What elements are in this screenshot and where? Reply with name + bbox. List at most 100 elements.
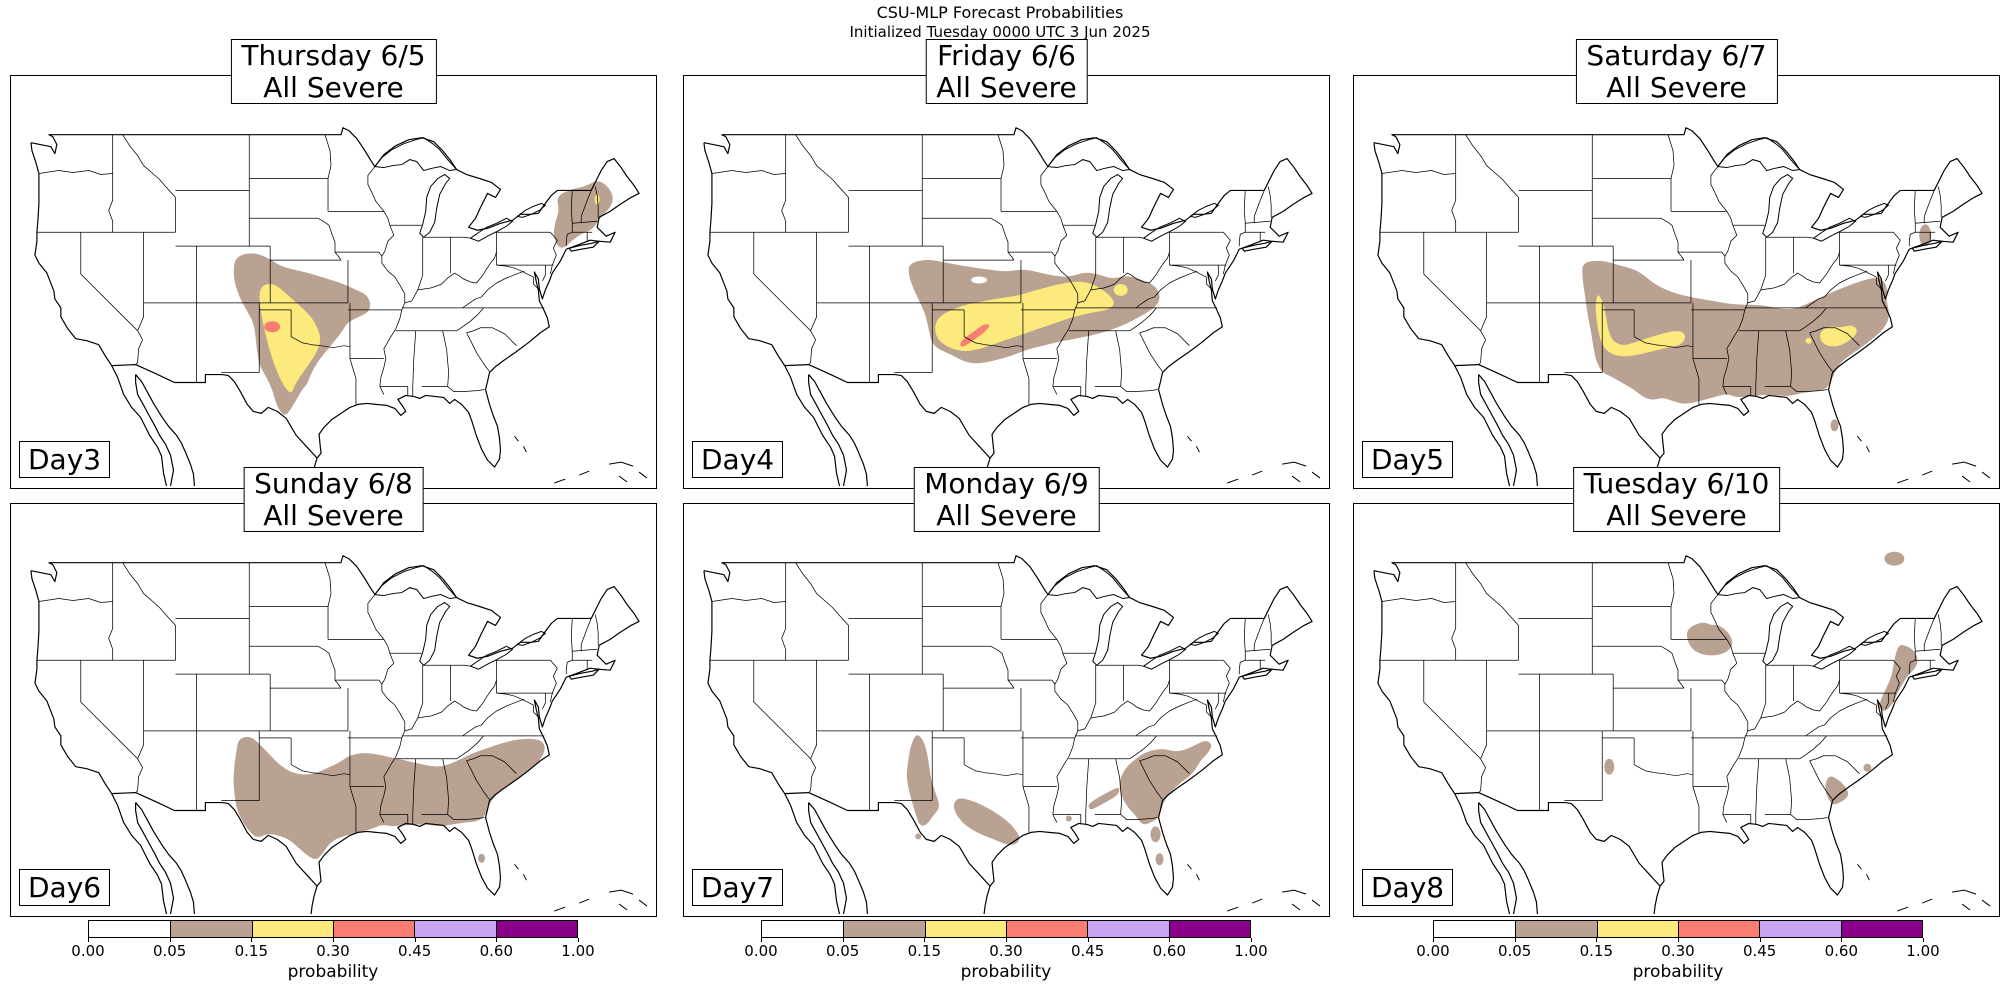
state-border bbox=[1095, 236, 1144, 239]
state-border bbox=[795, 562, 849, 661]
state-border bbox=[963, 764, 1024, 777]
lake-outline bbox=[1046, 565, 1131, 600]
state-border bbox=[422, 236, 471, 239]
coastline bbox=[1478, 374, 1518, 487]
tick-mark bbox=[1087, 938, 1089, 942]
forecast-panel-day6: Sunday 6/8 All Severe Day6 bbox=[10, 467, 657, 917]
coastline bbox=[808, 374, 848, 487]
state-border bbox=[80, 232, 138, 332]
state-border bbox=[1764, 814, 1828, 820]
colorbar-divider bbox=[251, 921, 253, 937]
state-border bbox=[496, 264, 541, 292]
state-border bbox=[1480, 730, 1487, 759]
risk-area-0.05 bbox=[953, 798, 1020, 845]
state-border bbox=[1169, 692, 1214, 720]
colorbar-ticks: 0.00 0.05 0.15 0.30 0.45 0.60 1.00 bbox=[744, 938, 1268, 962]
island-outline bbox=[1981, 471, 1991, 479]
map-day7 bbox=[703, 555, 1321, 915]
state-border bbox=[456, 307, 484, 332]
state-border bbox=[1129, 735, 1157, 760]
state-border bbox=[808, 758, 816, 793]
island-outline bbox=[579, 470, 590, 476]
tick-label: 0.60 bbox=[479, 942, 514, 960]
island-outline bbox=[1282, 889, 1307, 895]
lake-outline bbox=[1716, 137, 1801, 172]
state-border bbox=[466, 760, 490, 800]
colorbar-divider bbox=[924, 921, 926, 937]
colorbar-segment bbox=[924, 921, 1006, 937]
risk-area-0.05 bbox=[1884, 551, 1905, 566]
state-border bbox=[1090, 665, 1097, 719]
state-border bbox=[997, 134, 1005, 212]
coastline bbox=[808, 802, 869, 915]
state-border bbox=[1885, 693, 1889, 710]
state-border bbox=[594, 614, 599, 646]
lake-outline bbox=[1046, 137, 1131, 172]
coastline bbox=[784, 792, 991, 887]
state-border bbox=[1805, 698, 1868, 737]
risk-area-0.05 bbox=[233, 736, 545, 860]
tick-label: 0.45 bbox=[397, 942, 432, 960]
risk-area-0.05 bbox=[1919, 224, 1932, 247]
panel-title: Sunday 6/8 bbox=[254, 467, 413, 500]
state-border bbox=[1760, 237, 1767, 291]
state-border bbox=[572, 220, 598, 224]
island-outline bbox=[1952, 889, 1977, 895]
state-border bbox=[1094, 386, 1158, 392]
island-outline bbox=[554, 906, 566, 912]
tick-mark bbox=[169, 938, 171, 942]
state-border bbox=[496, 692, 541, 720]
lake-outline bbox=[1716, 565, 1801, 600]
state-border bbox=[379, 814, 409, 825]
coastline bbox=[568, 668, 600, 680]
state-border bbox=[442, 758, 450, 815]
state-border bbox=[1915, 648, 1941, 652]
state-border bbox=[1215, 693, 1219, 710]
state-border bbox=[1040, 594, 1079, 823]
state-border bbox=[1139, 755, 1190, 774]
panel-subtitle: All Severe bbox=[1606, 70, 1747, 104]
risk-area-0.05 bbox=[1582, 260, 1889, 404]
state-border bbox=[1722, 386, 1752, 397]
state-border bbox=[922, 217, 1015, 261]
coastline bbox=[30, 127, 640, 487]
tick-label: 0.45 bbox=[1070, 942, 1105, 960]
tick-mark bbox=[414, 938, 416, 942]
state-border bbox=[1885, 265, 1889, 282]
state-border bbox=[1677, 679, 1726, 685]
colorbar-divider bbox=[414, 921, 416, 937]
probability-colorbar: 0.00 0.05 0.15 0.30 0.45 0.60 1.00 probability bbox=[744, 920, 1268, 982]
coastline bbox=[1454, 364, 1661, 459]
map-day8 bbox=[1373, 551, 1991, 915]
tick-mark bbox=[1596, 938, 1598, 942]
tick-mark bbox=[1841, 938, 1843, 942]
coastline bbox=[1373, 570, 1456, 794]
state-border bbox=[417, 665, 424, 719]
island-outline bbox=[1187, 435, 1192, 442]
coastline bbox=[1478, 802, 1539, 915]
state-border bbox=[421, 386, 485, 392]
coastline bbox=[1373, 555, 1983, 915]
map-day6 bbox=[30, 555, 648, 915]
tick-label: 1.00 bbox=[1906, 942, 1940, 960]
state-border bbox=[1215, 265, 1219, 282]
island-outline bbox=[638, 471, 648, 479]
state-border bbox=[137, 302, 144, 331]
lake-outline bbox=[1092, 173, 1124, 238]
state-border bbox=[1799, 735, 1827, 760]
lake-outline bbox=[1092, 601, 1124, 666]
panel-title: Saturday 6/7 bbox=[1586, 39, 1767, 72]
coastline bbox=[111, 364, 318, 459]
day-badge: Day4 bbox=[692, 441, 784, 478]
state-border bbox=[122, 134, 176, 233]
risk-area-0.05 bbox=[1863, 763, 1872, 772]
panel-title-box: Friday 6/6 All Severe bbox=[925, 39, 1088, 105]
state-border bbox=[1755, 758, 1760, 825]
state-border bbox=[1592, 645, 1685, 689]
state-border bbox=[1222, 659, 1231, 703]
tick-mark bbox=[924, 938, 926, 942]
tick-label: 0.15 bbox=[234, 942, 269, 960]
coastline bbox=[135, 374, 196, 487]
state-border bbox=[108, 134, 114, 233]
state-border bbox=[753, 232, 811, 332]
